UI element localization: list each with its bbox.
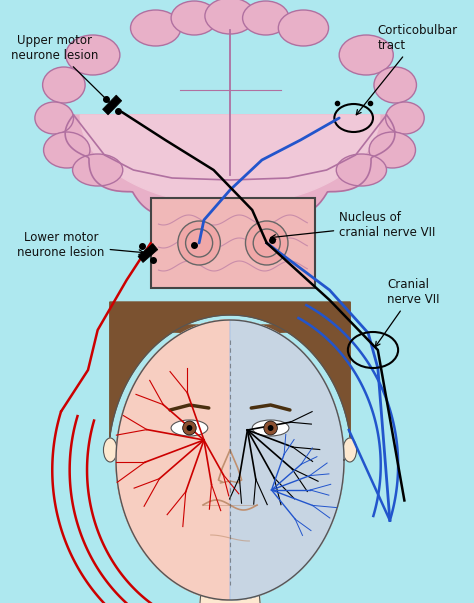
Circle shape	[186, 229, 213, 257]
Polygon shape	[111, 325, 349, 333]
Polygon shape	[102, 95, 122, 115]
Circle shape	[187, 425, 192, 431]
Polygon shape	[116, 320, 344, 600]
Ellipse shape	[336, 154, 386, 186]
Polygon shape	[116, 320, 230, 600]
Circle shape	[268, 425, 273, 431]
Circle shape	[246, 221, 288, 265]
Text: Corticobulbar
tract: Corticobulbar tract	[356, 24, 458, 115]
Ellipse shape	[171, 1, 218, 35]
Ellipse shape	[339, 35, 393, 75]
Polygon shape	[65, 115, 395, 225]
Ellipse shape	[35, 102, 73, 134]
Polygon shape	[230, 320, 344, 600]
Ellipse shape	[103, 438, 117, 462]
Circle shape	[182, 421, 196, 435]
Circle shape	[178, 221, 220, 265]
Circle shape	[264, 421, 277, 435]
Ellipse shape	[73, 154, 123, 186]
Polygon shape	[116, 320, 230, 600]
Ellipse shape	[343, 438, 356, 462]
Ellipse shape	[369, 132, 416, 168]
Polygon shape	[116, 320, 344, 600]
Polygon shape	[138, 244, 158, 262]
Ellipse shape	[66, 35, 120, 75]
Bar	[151, 198, 315, 288]
Ellipse shape	[243, 1, 289, 35]
Ellipse shape	[171, 420, 208, 436]
Ellipse shape	[278, 10, 328, 46]
Ellipse shape	[205, 0, 255, 34]
Text: Nucleus of
cranial nerve VII: Nucleus of cranial nerve VII	[271, 211, 436, 239]
Text: Cranial
nerve VII: Cranial nerve VII	[375, 278, 440, 347]
Text: Lower motor
neurone lesion: Lower motor neurone lesion	[17, 231, 144, 259]
Polygon shape	[80, 115, 380, 205]
Ellipse shape	[252, 420, 289, 436]
Polygon shape	[196, 590, 264, 603]
Ellipse shape	[385, 102, 424, 134]
Ellipse shape	[43, 67, 85, 103]
Ellipse shape	[44, 132, 90, 168]
Polygon shape	[110, 302, 350, 437]
Polygon shape	[80, 115, 380, 205]
Ellipse shape	[374, 67, 417, 103]
Text: Upper motor
neurone lesion: Upper motor neurone lesion	[10, 34, 109, 102]
Circle shape	[253, 229, 280, 257]
Ellipse shape	[130, 10, 181, 46]
Polygon shape	[230, 320, 344, 600]
